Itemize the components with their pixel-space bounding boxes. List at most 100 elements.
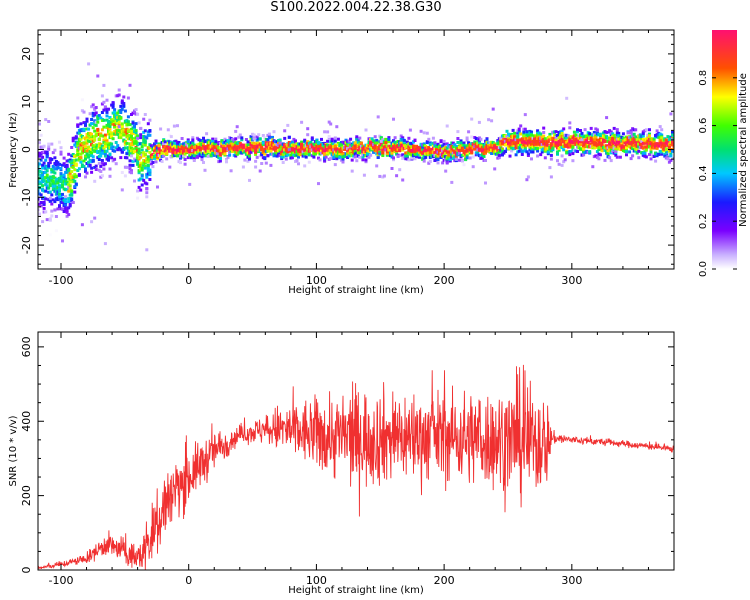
spectral-sample <box>68 203 72 206</box>
spectral-sample <box>105 114 109 118</box>
spectral-sample <box>76 148 80 152</box>
spectral-sample <box>99 147 103 150</box>
spectral-sample <box>333 144 337 148</box>
spectral-sample <box>148 170 152 174</box>
spectral-sample <box>381 146 385 150</box>
spectral-sample <box>537 131 541 135</box>
spectral-sample <box>548 132 552 136</box>
spectral-sample <box>38 165 40 169</box>
spectral-sample <box>318 158 322 162</box>
spectral-sample <box>119 111 123 114</box>
spectral-sample <box>557 148 561 152</box>
spectral-sample <box>202 136 205 140</box>
spectral-sample <box>140 183 144 187</box>
spectral-sample <box>496 142 500 146</box>
spectral-sample <box>266 138 270 142</box>
spectral-sample <box>117 93 121 97</box>
spectral-sample <box>90 137 94 141</box>
spectral-sample <box>143 153 147 157</box>
spectral-sample <box>301 154 305 158</box>
spectral-sample <box>169 141 173 145</box>
y-tick-label: 20 <box>20 47 33 61</box>
spectral-sample <box>85 141 89 145</box>
spectral-sample <box>306 127 310 131</box>
spectral-sample <box>375 164 379 168</box>
spectral-sample <box>240 148 244 152</box>
spectral-sample <box>117 146 121 150</box>
spectral-sample <box>177 141 181 144</box>
spectral-sample <box>254 152 258 156</box>
spectral-sample <box>462 151 466 154</box>
spectral-sample <box>321 147 325 151</box>
spectral-sample <box>54 215 58 218</box>
spectral-sample <box>617 131 621 135</box>
spectral-sample <box>589 126 593 130</box>
spectral-sample <box>269 152 273 156</box>
spectral-sample <box>156 148 159 152</box>
spectral-sample <box>672 146 674 150</box>
spectral-sample <box>97 138 101 141</box>
spectral-sample <box>568 121 572 125</box>
spectral-sample <box>543 137 547 141</box>
spectral-sample <box>47 198 51 202</box>
spectral-sample <box>603 130 607 134</box>
spectral-sample <box>61 176 64 180</box>
spectral-sample <box>143 129 147 133</box>
spectral-sample <box>38 172 40 176</box>
spectral-sample <box>477 140 481 144</box>
x-tick-label: 200 <box>434 274 455 287</box>
spectral-sample <box>126 123 130 126</box>
spectral-sample <box>594 143 598 147</box>
spectral-sample <box>65 210 69 214</box>
spectral-sample <box>459 141 463 145</box>
spectral-sample <box>499 136 503 140</box>
spectral-sample <box>297 142 300 146</box>
spectral-sample <box>179 143 182 147</box>
spectral-sample <box>484 159 487 162</box>
spectral-sample <box>126 137 130 141</box>
spectral-sample <box>609 159 613 163</box>
spectral-sample <box>91 111 95 115</box>
spectral-sample <box>663 143 667 147</box>
spectral-sample <box>494 146 498 150</box>
spectral-sample <box>122 130 126 134</box>
spectral-sample <box>82 164 86 168</box>
spectral-sample <box>50 193 54 197</box>
spectral-sample <box>427 137 431 141</box>
spectral-sample <box>97 161 101 165</box>
spectral-sample <box>108 146 112 150</box>
spectral-sample <box>497 150 501 154</box>
spectral-sample <box>56 198 60 202</box>
spectral-sample <box>47 190 51 194</box>
spectral-sample <box>217 149 221 153</box>
spectral-sample <box>320 147 323 151</box>
spectral-sample <box>116 132 120 135</box>
spectral-sample <box>494 152 498 156</box>
spectral-sample <box>206 154 210 158</box>
x-tick-label: 300 <box>561 574 582 587</box>
spectral-sample <box>419 146 423 150</box>
spectral-sample <box>413 157 417 161</box>
spectral-sample <box>442 154 446 158</box>
spectral-sample <box>669 154 673 158</box>
spectral-sample <box>641 146 645 150</box>
spectral-sample <box>364 128 368 132</box>
spectral-sample <box>203 150 207 154</box>
spectral-sample <box>136 160 140 164</box>
spectral-sample <box>67 152 71 156</box>
spectral-sample <box>497 153 501 157</box>
spectral-sample <box>68 171 72 175</box>
spectral-sample <box>663 153 667 156</box>
spectral-sample <box>309 140 313 144</box>
spectral-sample <box>381 154 385 157</box>
spectral-sample <box>554 135 558 139</box>
spectral-sample <box>387 138 391 141</box>
spectral-sample <box>113 132 117 136</box>
spectral-sample <box>45 218 49 222</box>
spectral-sample <box>358 144 362 148</box>
spectral-sample <box>560 134 564 138</box>
spectral-sample <box>499 139 503 143</box>
spectral-sample <box>137 178 141 182</box>
spectral-sample <box>116 119 120 123</box>
spectral-sample <box>467 146 471 150</box>
